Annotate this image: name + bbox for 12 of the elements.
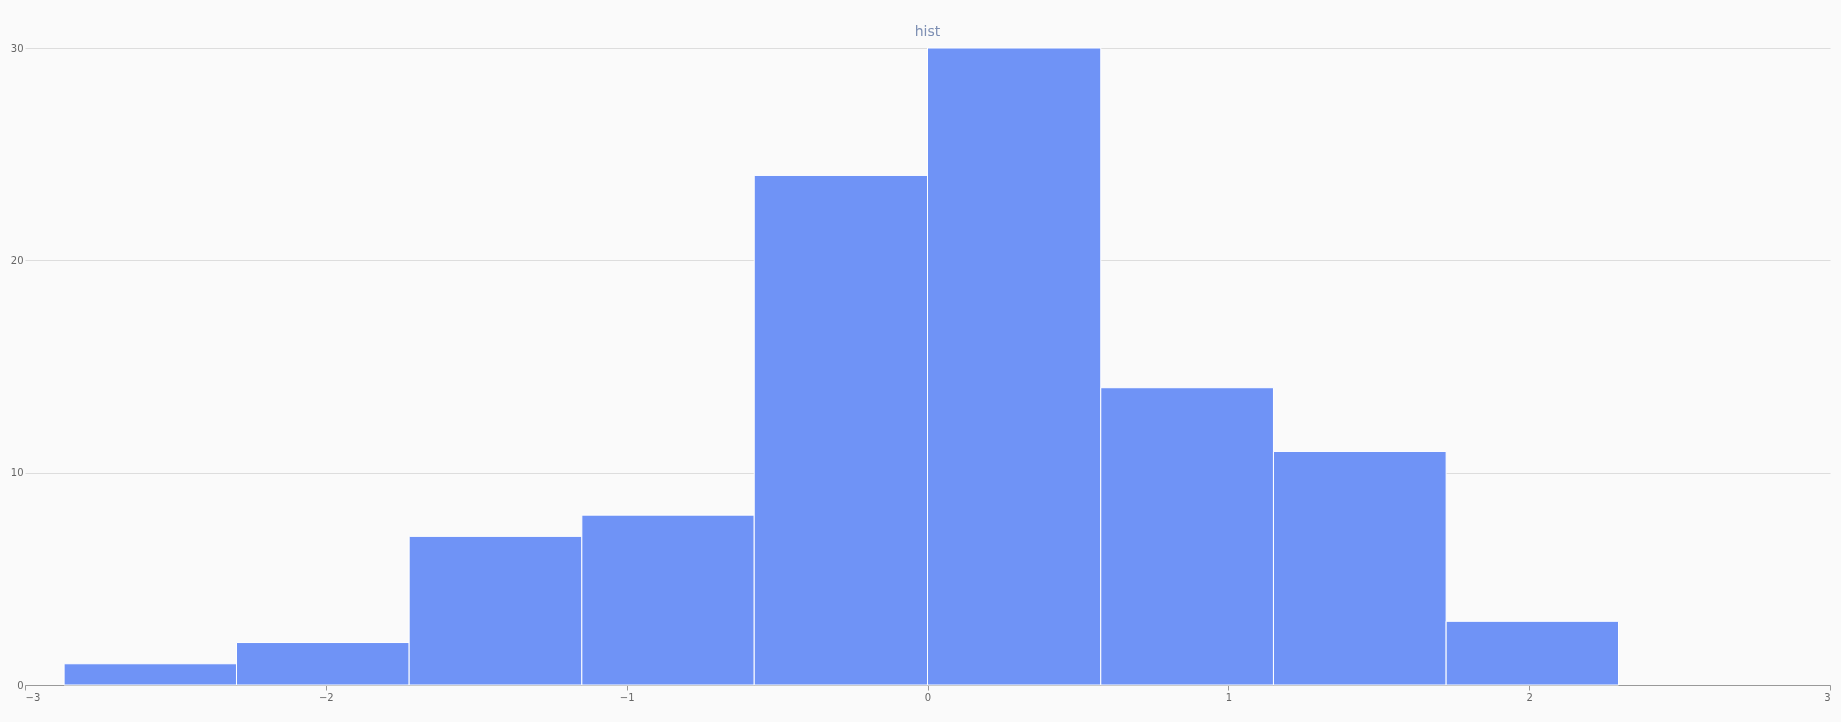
- x-tick-label: 0: [924, 691, 932, 703]
- x-tick-label: −1: [619, 691, 635, 703]
- x-tick-label: 2: [1526, 691, 1533, 703]
- y-tick-label: 20: [10, 254, 24, 266]
- x-tick-label: −3: [25, 691, 41, 703]
- chart-title: hist: [914, 23, 941, 39]
- y-tick-label: 10: [10, 467, 24, 479]
- y-tick-label: 30: [10, 42, 24, 54]
- x-tick-label: −2: [318, 691, 334, 703]
- y-tick-label: 0: [17, 679, 24, 691]
- x-tick-label: 1: [1225, 691, 1233, 703]
- x-tick-label: 3: [1824, 691, 1831, 703]
